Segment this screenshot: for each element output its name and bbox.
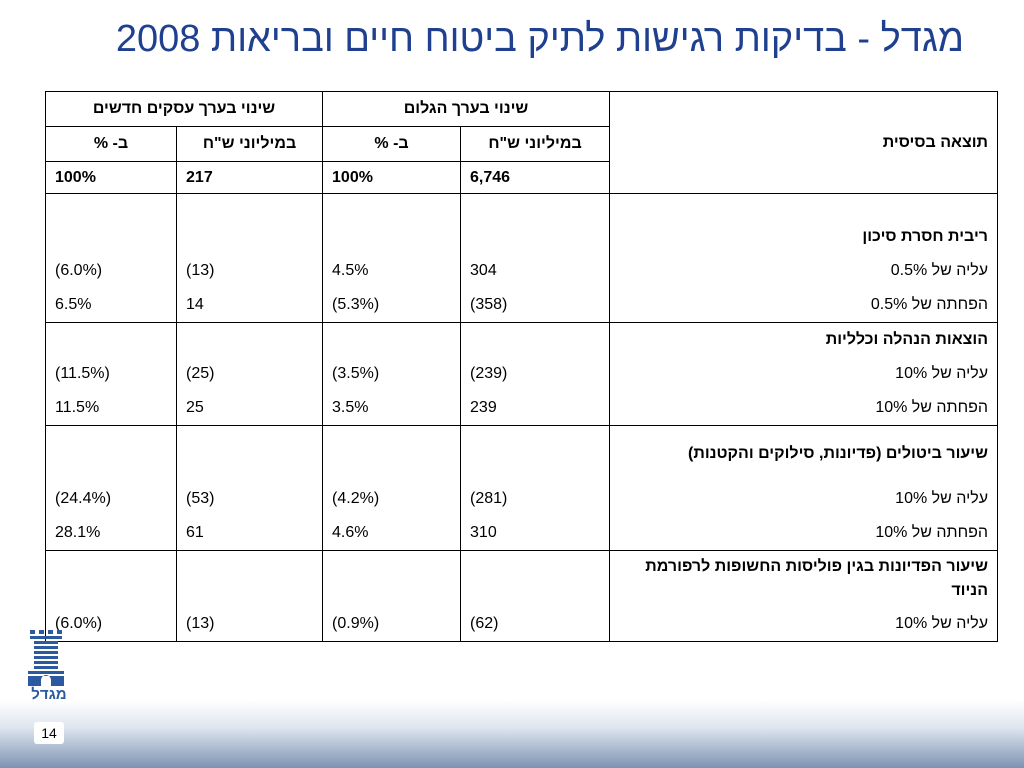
cell-new-percent: 6.5% [44, 288, 178, 323]
table-row: הפחתה של 10% 239 3.5% 25 11.5% [44, 391, 999, 426]
col-header-millions: במיליוני ש"ח [460, 126, 611, 162]
cell-new-millions: (53) [176, 482, 324, 516]
base-value-millions: 6,746 [460, 161, 611, 194]
group-heading: שיעור הפדיונות בגין פוליסות החשופות לרפו… [609, 550, 999, 607]
cell-new-millions: (13) [176, 607, 324, 642]
cell-new-percent: 11.5% [44, 391, 178, 426]
table-row: הפחתה של 10% 310 4.6% 61 28.1% [44, 516, 999, 551]
group-heading: ריבית חסרת סיכון [609, 220, 999, 254]
row-label: הפחתה של 10% [609, 516, 999, 551]
cell-value-millions: (62) [460, 607, 611, 642]
cell-value-millions: (358) [460, 288, 611, 323]
cell-new-millions: 25 [176, 391, 324, 426]
tower-icon [28, 630, 64, 686]
table-row: עליה של 10% (239) (3.5%) (25) (11.5%) [44, 357, 999, 391]
cell-new-percent: 28.1% [44, 516, 178, 551]
sensitivity-table: תוצאה בסיסית שינוי בערך הגלום שינוי בערך… [44, 91, 999, 642]
group-heading: שיעור ביטולים (פדיונות, סילוקים והקטנות) [609, 425, 999, 482]
row-label: הפחתה של 0.5% [609, 288, 999, 323]
row-label: הפחתה של 10% [609, 391, 999, 426]
cell-value-millions: 239 [460, 391, 611, 426]
base-new-percent: 100% [44, 161, 178, 194]
col-header-percent: ב- % [44, 126, 178, 162]
row-label: עליה של 10% [609, 482, 999, 516]
cell-value-percent: (4.2%) [322, 482, 462, 516]
cell-new-millions: (25) [176, 357, 324, 391]
table-row: עליה של 10% (62) (0.9%) (13) (6.0%) [44, 607, 999, 642]
footer-band [0, 700, 1024, 768]
table-group: שיעור הפדיונות בגין פוליסות החשופות לרפו… [44, 550, 999, 642]
cell-value-percent: 4.5% [322, 254, 462, 288]
cell-new-percent: (11.5%) [44, 357, 178, 391]
row-label: עליה של 0.5% [609, 254, 999, 288]
cell-value-percent: 4.6% [322, 516, 462, 551]
cell-value-millions: 310 [460, 516, 611, 551]
cell-new-percent: (6.0%) [44, 607, 178, 642]
cell-value-millions: (281) [460, 482, 611, 516]
cell-value-percent: (5.3%) [322, 288, 462, 323]
logo-text: מגדל [31, 686, 67, 703]
migdal-logo: מגדל [24, 628, 74, 706]
cell-value-millions: (239) [460, 357, 611, 391]
cell-new-percent: (6.0%) [44, 254, 178, 288]
slide-title: מגדל - בדיקות רגישות לתיק ביטוח חיים ובר… [115, 18, 964, 60]
table-group: הוצאות הנהלה וכלליות עליה של 10% (239) (… [44, 322, 999, 426]
cell-new-millions: 61 [176, 516, 324, 551]
embedded-value-change-header: שינוי בערך הגלום [322, 91, 611, 127]
table-group: שיעור ביטולים (פדיונות, סילוקים והקטנות)… [44, 425, 999, 551]
cell-value-millions: 304 [460, 254, 611, 288]
cell-value-percent: (0.9%) [322, 607, 462, 642]
cell-new-millions: (13) [176, 254, 324, 288]
cell-new-percent: (24.4%) [44, 482, 178, 516]
base-new-millions: 217 [176, 161, 324, 194]
table-row: הפחתה של 0.5% (358) (5.3%) 14 6.5% [44, 288, 999, 323]
row-label: עליה של 10% [609, 607, 999, 642]
row-label: עליה של 10% [609, 357, 999, 391]
base-result-label: תוצאה בסיסית [609, 91, 999, 194]
cell-new-millions: 14 [176, 288, 324, 323]
table-row: עליה של 0.5% 304 4.5% (13) (6.0%) [44, 254, 999, 288]
group-heading: הוצאות הנהלה וכלליות [609, 322, 999, 357]
col-header-percent: ב- % [322, 126, 462, 162]
table-group: ריבית חסרת סיכון עליה של 0.5% 304 4.5% (… [44, 193, 999, 323]
new-business-change-header: שינוי בערך עסקים חדשים [44, 91, 324, 127]
table-row: עליה של 10% (281) (4.2%) (53) (24.4%) [44, 482, 999, 516]
page-number: 14 [34, 722, 64, 744]
cell-value-percent: 3.5% [322, 391, 462, 426]
col-header-millions: במיליוני ש"ח [176, 126, 324, 162]
cell-value-percent: (3.5%) [322, 357, 462, 391]
base-value-percent: 100% [322, 161, 462, 194]
